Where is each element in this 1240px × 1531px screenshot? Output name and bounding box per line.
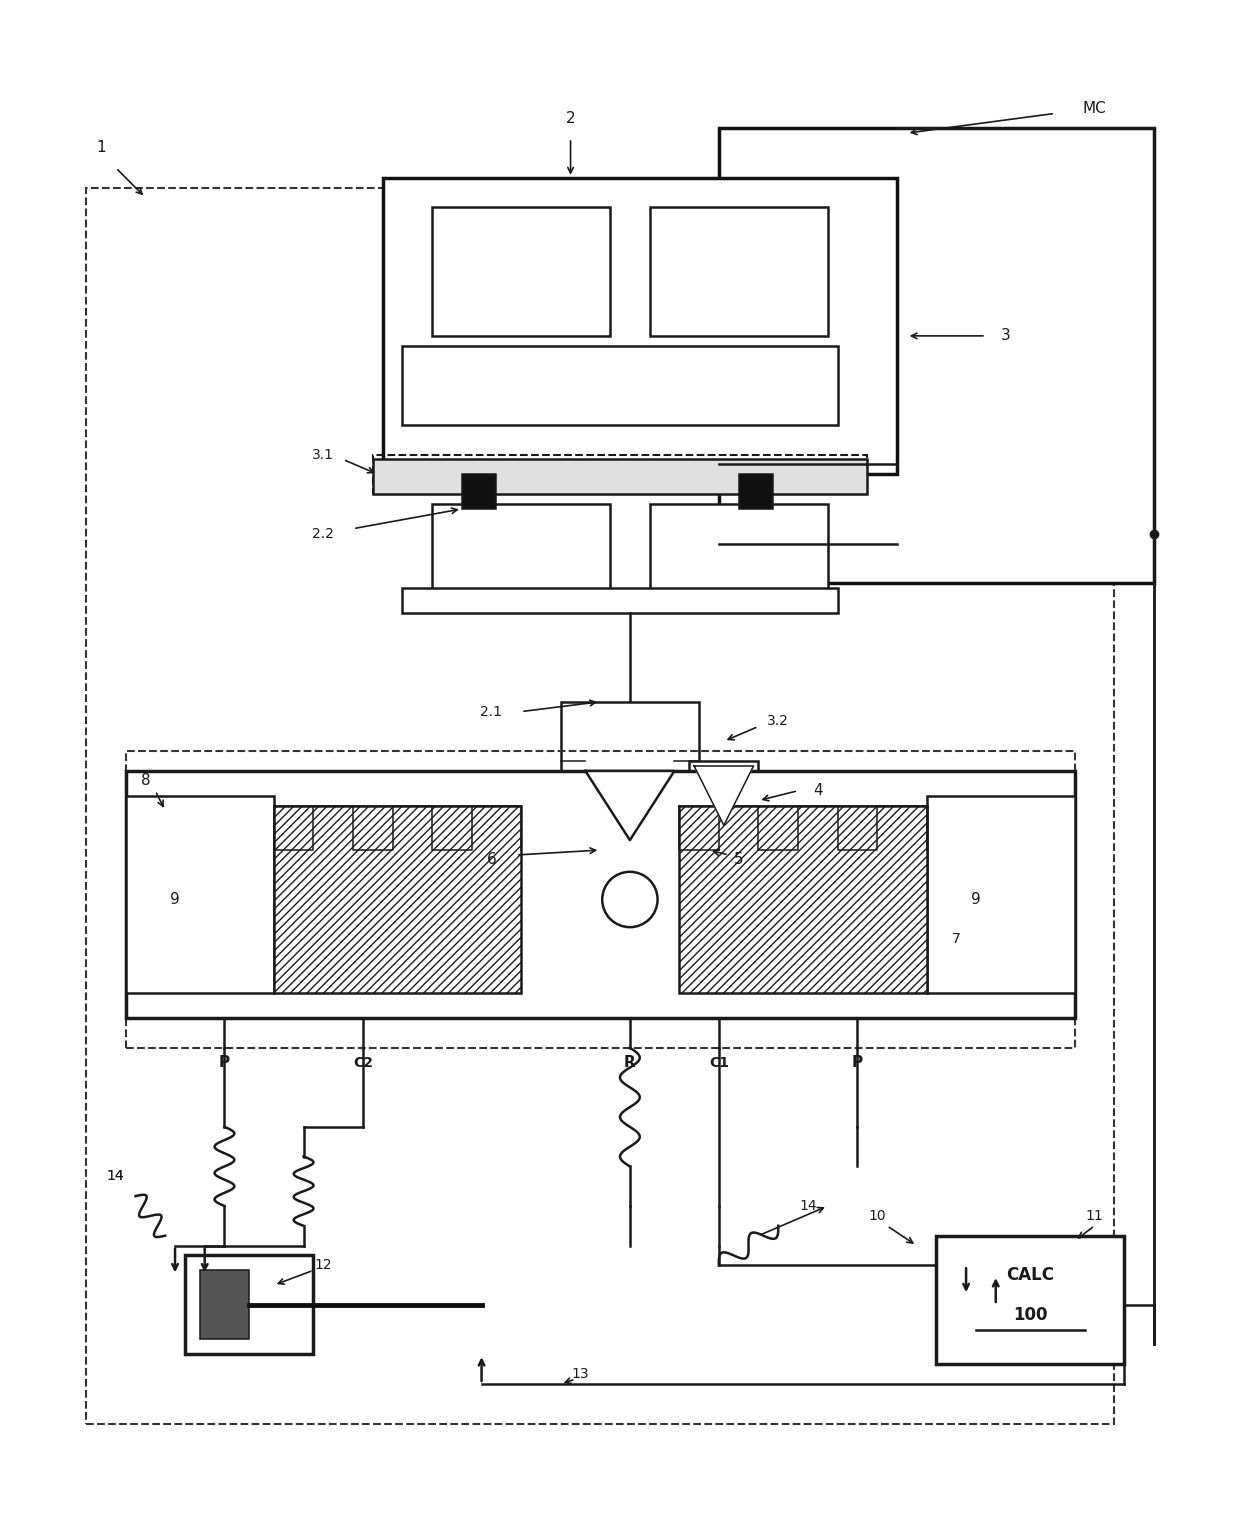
Text: 10: 10 bbox=[868, 1209, 885, 1223]
Bar bbox=[689, 761, 759, 830]
Text: P: P bbox=[219, 1055, 231, 1070]
Text: 2: 2 bbox=[565, 110, 575, 126]
Bar bbox=[461, 475, 496, 508]
Bar bbox=[432, 207, 610, 335]
Text: 3: 3 bbox=[1001, 328, 1011, 343]
Bar bbox=[373, 459, 867, 495]
Bar bbox=[125, 752, 1075, 1047]
Bar bbox=[125, 772, 1075, 1018]
Text: MC: MC bbox=[1083, 101, 1106, 116]
Text: 12: 12 bbox=[315, 1258, 332, 1272]
Text: 2.2: 2.2 bbox=[312, 527, 335, 540]
Circle shape bbox=[603, 871, 657, 928]
Bar bbox=[403, 588, 837, 612]
Text: 7: 7 bbox=[952, 932, 961, 946]
Bar bbox=[403, 346, 837, 426]
Text: 5: 5 bbox=[734, 853, 744, 868]
Polygon shape bbox=[585, 772, 675, 841]
Bar bbox=[936, 1236, 1125, 1364]
Polygon shape bbox=[694, 766, 754, 825]
Bar bbox=[719, 129, 1154, 583]
Text: P: P bbox=[852, 1055, 863, 1070]
Bar bbox=[650, 207, 827, 335]
Text: 1: 1 bbox=[95, 141, 105, 156]
Text: 14: 14 bbox=[799, 1199, 817, 1213]
Bar bbox=[200, 1271, 249, 1340]
Text: 11: 11 bbox=[1086, 1209, 1104, 1223]
Bar bbox=[432, 504, 610, 592]
Text: 9: 9 bbox=[971, 893, 981, 906]
Text: 6: 6 bbox=[486, 853, 496, 868]
Bar bbox=[650, 504, 827, 592]
Text: 9: 9 bbox=[170, 893, 180, 906]
Bar bbox=[86, 187, 1115, 1424]
Text: C1: C1 bbox=[709, 1056, 729, 1070]
Text: 13: 13 bbox=[572, 1367, 589, 1381]
Text: 3.1: 3.1 bbox=[312, 447, 335, 461]
Text: C2: C2 bbox=[353, 1056, 373, 1070]
Text: 100: 100 bbox=[1013, 1306, 1048, 1324]
Text: 3.2: 3.2 bbox=[768, 715, 789, 729]
Bar bbox=[680, 805, 926, 994]
Bar bbox=[274, 805, 521, 994]
Bar bbox=[125, 796, 274, 994]
Text: R: R bbox=[624, 1055, 636, 1070]
Text: 14: 14 bbox=[107, 1170, 124, 1183]
Text: 14: 14 bbox=[107, 1170, 124, 1183]
Text: CALC: CALC bbox=[1007, 1266, 1054, 1285]
Bar bbox=[383, 178, 897, 475]
Bar bbox=[560, 701, 699, 772]
Bar bbox=[185, 1255, 314, 1355]
Text: 8: 8 bbox=[140, 773, 150, 788]
Bar bbox=[739, 475, 774, 508]
Bar bbox=[373, 455, 867, 495]
Bar bbox=[926, 796, 1075, 994]
Text: 4: 4 bbox=[813, 784, 822, 798]
Text: 2.1: 2.1 bbox=[480, 704, 502, 718]
